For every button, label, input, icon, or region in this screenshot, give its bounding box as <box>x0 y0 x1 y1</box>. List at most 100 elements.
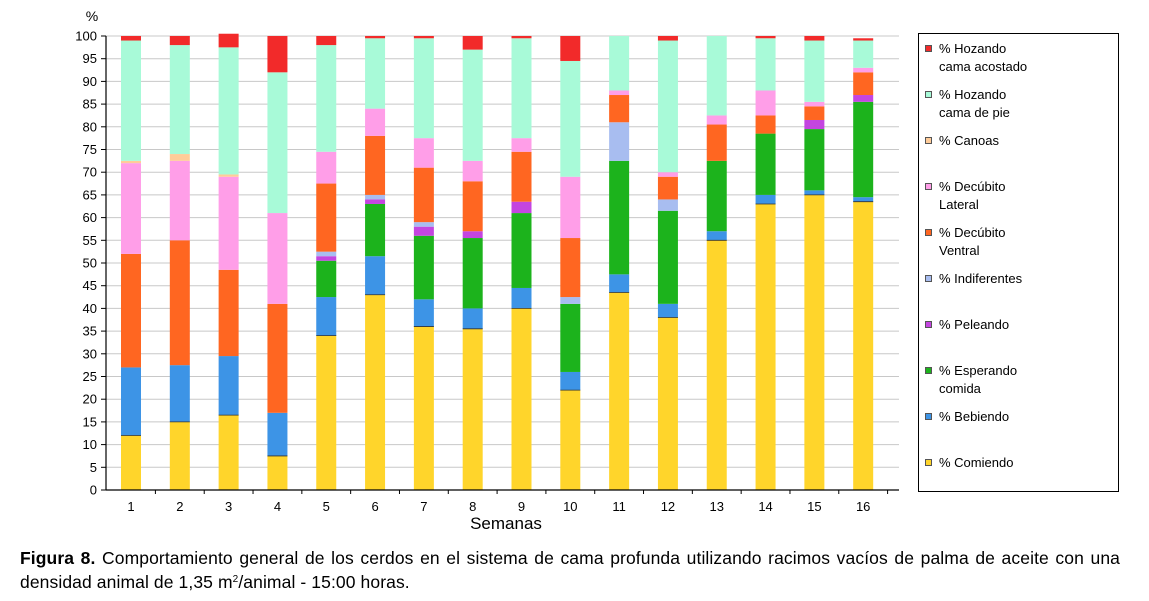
bar-segment <box>511 151 532 202</box>
bar-segment <box>609 122 630 161</box>
figure-label: Figura 8. <box>20 548 96 568</box>
x-tick-label: 2 <box>176 499 183 514</box>
bar-segment <box>560 303 581 372</box>
legend-label: % Esperando comida <box>939 363 1018 396</box>
x-tick-label: 8 <box>469 499 476 514</box>
bar-segment <box>267 412 288 456</box>
bar-segment <box>218 47 239 175</box>
bar-segment <box>316 45 337 152</box>
legend-swatch <box>925 183 932 190</box>
y-tick-label: 85 <box>83 97 97 112</box>
bar-segment <box>609 292 630 490</box>
y-tick-label: 15 <box>83 414 97 429</box>
bar-segment <box>657 317 678 490</box>
bars <box>121 33 874 491</box>
bar-segment <box>560 238 581 298</box>
y-tick-label: 30 <box>83 346 97 361</box>
bar-segment <box>218 356 239 416</box>
bar-segment <box>755 115 776 134</box>
caption-text-start: Comportamiento general de los cerdos en … <box>20 548 1120 592</box>
bar-segment <box>169 154 190 161</box>
bar-segment <box>657 303 678 318</box>
bar-segment <box>804 36 825 41</box>
legend-swatch <box>925 275 932 282</box>
bar-segment <box>365 38 386 109</box>
bar-segment <box>121 160 141 164</box>
bar-segment <box>169 160 190 241</box>
bar-segment <box>316 251 337 257</box>
bar-segment <box>413 38 434 139</box>
bar-segment <box>560 371 581 391</box>
bar-segment <box>560 36 581 61</box>
bar-segment <box>853 95 874 102</box>
bar-segment <box>804 119 825 130</box>
bar-segment <box>121 435 141 490</box>
bar-segment <box>121 367 141 436</box>
bar-segment <box>169 45 190 155</box>
bar-segment <box>560 176 581 239</box>
bar-segment <box>267 455 288 490</box>
legend-label: % Canoas <box>939 133 999 148</box>
bar-segment <box>218 176 239 270</box>
x-tick-label: 6 <box>371 499 378 514</box>
bar-segment <box>755 203 776 491</box>
bar-segment <box>462 160 483 182</box>
legend-label: % Indiferentes <box>939 271 1023 286</box>
x-axis-title: Semanas <box>470 514 542 533</box>
x-tick-label: 9 <box>518 499 525 514</box>
legend-swatch <box>925 321 932 328</box>
bar-segment <box>657 176 678 200</box>
bar-segment <box>365 36 386 39</box>
bar-segment <box>511 138 532 152</box>
bar-segment <box>706 36 727 116</box>
bar-segment <box>804 40 825 102</box>
bar-segment <box>657 210 678 304</box>
y-tick-label: 0 <box>90 483 97 498</box>
x-tick-label: 15 <box>807 499 821 514</box>
bar-segment <box>609 274 630 293</box>
bar-segment <box>267 213 288 304</box>
bar-segment <box>316 151 337 184</box>
bar-segment <box>365 194 386 200</box>
y-tick-label: 100 <box>75 29 97 44</box>
bar-segment <box>365 135 386 195</box>
bar-segment <box>853 38 874 41</box>
bar-segment <box>560 390 581 490</box>
legend-label: % Decúbito Lateral <box>939 179 1006 212</box>
bar-segment <box>316 36 337 46</box>
bar-segment <box>609 36 630 91</box>
bar-segment <box>365 199 386 204</box>
bar-segment <box>218 415 239 490</box>
bar-segment <box>121 40 141 161</box>
bar-segment <box>267 36 288 73</box>
bar-segment <box>755 133 776 195</box>
bar-segment <box>365 203 386 257</box>
bar-segment <box>560 60 581 177</box>
chart-legend: % Hozando cama acostado % Hozando cama de p… <box>918 33 1119 492</box>
bar-segment <box>853 197 874 202</box>
y-tick-label: 10 <box>83 437 97 452</box>
bar-segment <box>316 297 337 336</box>
legend-swatch <box>925 137 932 144</box>
bar-segment <box>609 95 630 123</box>
bar-segment <box>706 240 727 490</box>
bar-segment <box>706 124 727 161</box>
legend-swatch <box>925 229 932 236</box>
bar-segment <box>316 183 337 252</box>
bar-segment <box>121 253 141 368</box>
x-tick-label: 14 <box>758 499 772 514</box>
bar-segment <box>413 167 434 223</box>
bar-segment <box>706 160 727 232</box>
bar-segment <box>218 269 239 357</box>
bar-segment <box>755 90 776 116</box>
bar-segment <box>316 260 337 298</box>
legend-swatch <box>925 91 932 98</box>
bar-segment <box>169 240 190 366</box>
bar-segment <box>267 72 288 214</box>
bar-segment <box>121 163 141 254</box>
bar-segment <box>853 72 874 96</box>
bar-segment <box>462 36 483 50</box>
x-tick-label: 4 <box>274 499 281 514</box>
y-tick-label: 5 <box>90 460 97 475</box>
